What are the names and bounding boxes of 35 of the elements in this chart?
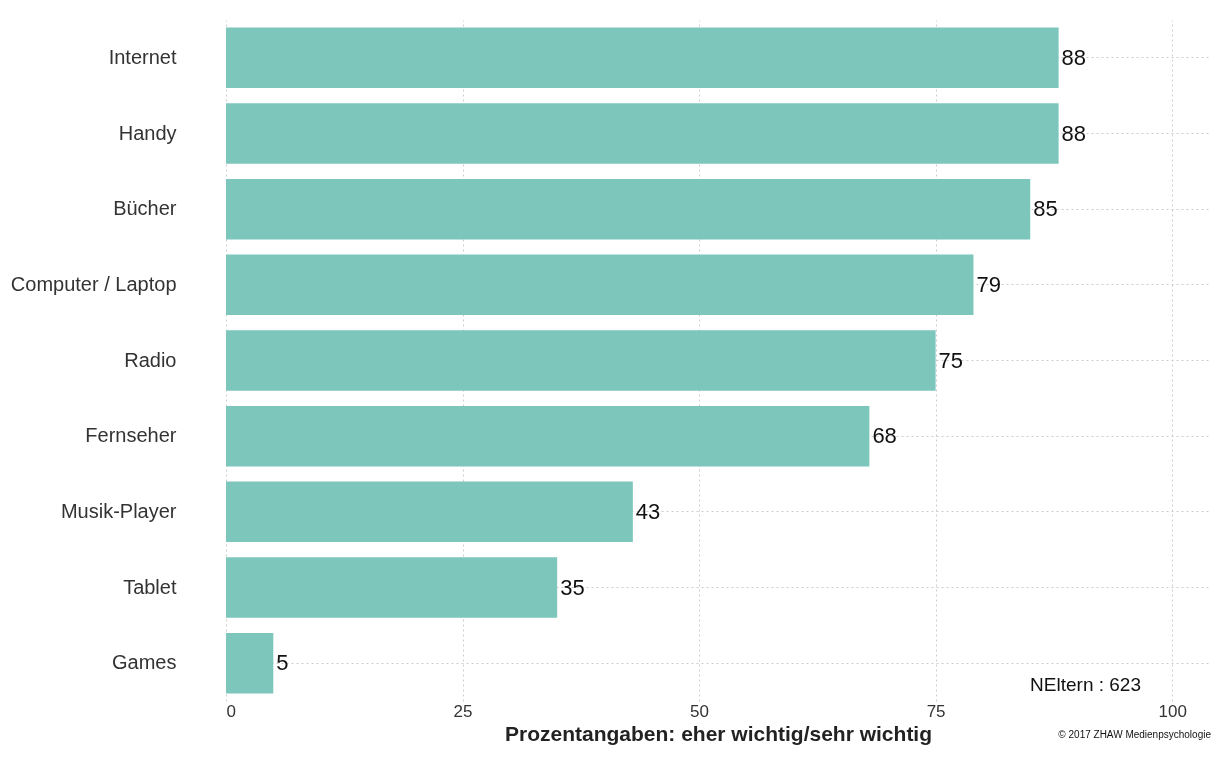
x-tick-label: 100 <box>1158 701 1187 721</box>
data-label: 43 <box>635 498 661 524</box>
bar <box>226 103 1059 164</box>
data-label: 68 <box>872 423 897 449</box>
y-tick-label: Fernseher <box>85 424 177 447</box>
bar <box>226 254 974 316</box>
x-tick-label: 50 <box>690 701 710 721</box>
x-axis-title: Prozentangaben: eher wichtig/sehr wichtig <box>504 721 933 745</box>
x-tick-label: 0 <box>226 701 236 721</box>
x-tick-label: 75 <box>926 701 946 721</box>
data-label: 88 <box>1061 44 1087 70</box>
bar <box>226 330 936 391</box>
bar <box>226 632 274 694</box>
data-label: 35 <box>560 574 585 600</box>
y-tick-label: Tablet <box>123 575 177 598</box>
bar <box>226 557 558 618</box>
text: © 2017 ZHAW Medienpsychologie <box>1058 729 1212 740</box>
data-label: 75 <box>938 347 964 373</box>
y-tick-label: Computer / Laptop <box>10 272 177 295</box>
y-tick-label: Musik-Player <box>60 499 177 522</box>
y-tick-label: Games <box>112 651 177 674</box>
annotation: NEltern : 623 <box>1030 674 1141 695</box>
data-label: 85 <box>1033 196 1058 222</box>
y-tick-label: Bücher <box>113 197 177 220</box>
data-label: 79 <box>976 271 1001 297</box>
data-label: 88 <box>1061 120 1087 146</box>
bar <box>226 481 633 543</box>
x-tick-label: 25 <box>453 701 473 721</box>
bar <box>226 178 1031 240</box>
y-tick-label: Radio <box>124 348 177 371</box>
bar <box>226 27 1059 89</box>
y-tick-label: Internet <box>108 45 177 68</box>
y-tick-label: Handy <box>118 121 177 144</box>
data-label: 5 <box>276 650 289 676</box>
bar <box>226 405 870 467</box>
